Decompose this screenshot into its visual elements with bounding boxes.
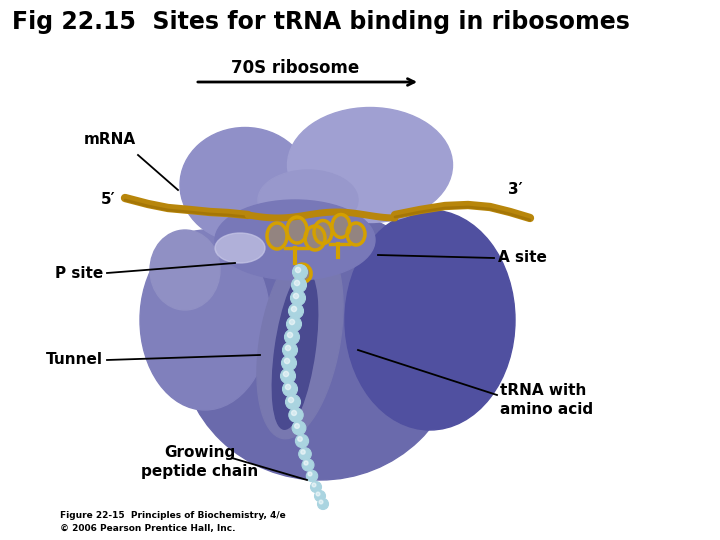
Text: Tunnel: Tunnel bbox=[46, 353, 103, 368]
Circle shape bbox=[290, 291, 305, 306]
Circle shape bbox=[289, 408, 303, 422]
Ellipse shape bbox=[345, 210, 515, 430]
Text: Growing
peptide chain: Growing peptide chain bbox=[141, 444, 258, 480]
Text: Figure 22-15  Principles of Biochemistry, 4/e: Figure 22-15 Principles of Biochemistry,… bbox=[60, 511, 286, 521]
Circle shape bbox=[292, 265, 307, 280]
Ellipse shape bbox=[258, 170, 358, 230]
Ellipse shape bbox=[305, 226, 325, 250]
Circle shape bbox=[287, 333, 292, 338]
Circle shape bbox=[315, 490, 325, 502]
Circle shape bbox=[312, 483, 316, 487]
Circle shape bbox=[292, 421, 306, 435]
Circle shape bbox=[284, 372, 289, 376]
Text: Fig 22.15  Sites for tRNA binding in ribosomes: Fig 22.15 Sites for tRNA binding in ribo… bbox=[12, 10, 630, 34]
Ellipse shape bbox=[150, 230, 220, 310]
Ellipse shape bbox=[180, 210, 460, 480]
Circle shape bbox=[295, 267, 301, 273]
Text: mRNA: mRNA bbox=[84, 132, 136, 147]
Circle shape bbox=[292, 410, 297, 415]
Circle shape bbox=[282, 342, 297, 357]
Ellipse shape bbox=[272, 271, 318, 429]
Circle shape bbox=[286, 395, 300, 409]
Circle shape bbox=[302, 459, 314, 471]
Circle shape bbox=[281, 368, 295, 383]
Circle shape bbox=[306, 470, 318, 482]
Circle shape bbox=[292, 306, 297, 312]
Ellipse shape bbox=[295, 264, 311, 282]
Circle shape bbox=[304, 461, 308, 465]
Circle shape bbox=[299, 448, 311, 460]
Text: 70S ribosome: 70S ribosome bbox=[231, 59, 359, 77]
Circle shape bbox=[293, 293, 299, 299]
Circle shape bbox=[294, 280, 300, 286]
Circle shape bbox=[308, 472, 312, 476]
Circle shape bbox=[289, 397, 294, 403]
Ellipse shape bbox=[140, 230, 270, 410]
Text: © 2006 Pearson Prentice Hall, Inc.: © 2006 Pearson Prentice Hall, Inc. bbox=[60, 523, 235, 532]
Circle shape bbox=[295, 434, 309, 448]
Ellipse shape bbox=[215, 200, 375, 280]
Text: P site: P site bbox=[55, 266, 103, 280]
Circle shape bbox=[285, 384, 291, 390]
Text: 3′: 3′ bbox=[508, 183, 523, 198]
Circle shape bbox=[282, 381, 297, 396]
Ellipse shape bbox=[267, 223, 287, 249]
Text: 5′: 5′ bbox=[101, 192, 115, 207]
Ellipse shape bbox=[287, 217, 307, 243]
Ellipse shape bbox=[332, 214, 350, 238]
Circle shape bbox=[289, 303, 304, 319]
Circle shape bbox=[301, 450, 305, 454]
Circle shape bbox=[285, 346, 291, 350]
Ellipse shape bbox=[287, 107, 452, 222]
Circle shape bbox=[289, 319, 294, 325]
Circle shape bbox=[284, 329, 300, 345]
Ellipse shape bbox=[180, 127, 310, 242]
Circle shape bbox=[282, 355, 297, 370]
Circle shape bbox=[319, 500, 323, 504]
Text: tRNA with
amino acid: tRNA with amino acid bbox=[500, 383, 593, 417]
Circle shape bbox=[294, 423, 300, 428]
Ellipse shape bbox=[215, 233, 265, 263]
Ellipse shape bbox=[257, 241, 343, 438]
Circle shape bbox=[287, 316, 302, 332]
Circle shape bbox=[318, 498, 328, 510]
Circle shape bbox=[310, 482, 322, 492]
Ellipse shape bbox=[347, 223, 365, 245]
Circle shape bbox=[297, 437, 302, 441]
Circle shape bbox=[284, 359, 289, 363]
Ellipse shape bbox=[314, 220, 332, 244]
Circle shape bbox=[316, 492, 320, 496]
Circle shape bbox=[292, 278, 307, 293]
Text: A site: A site bbox=[498, 251, 547, 266]
